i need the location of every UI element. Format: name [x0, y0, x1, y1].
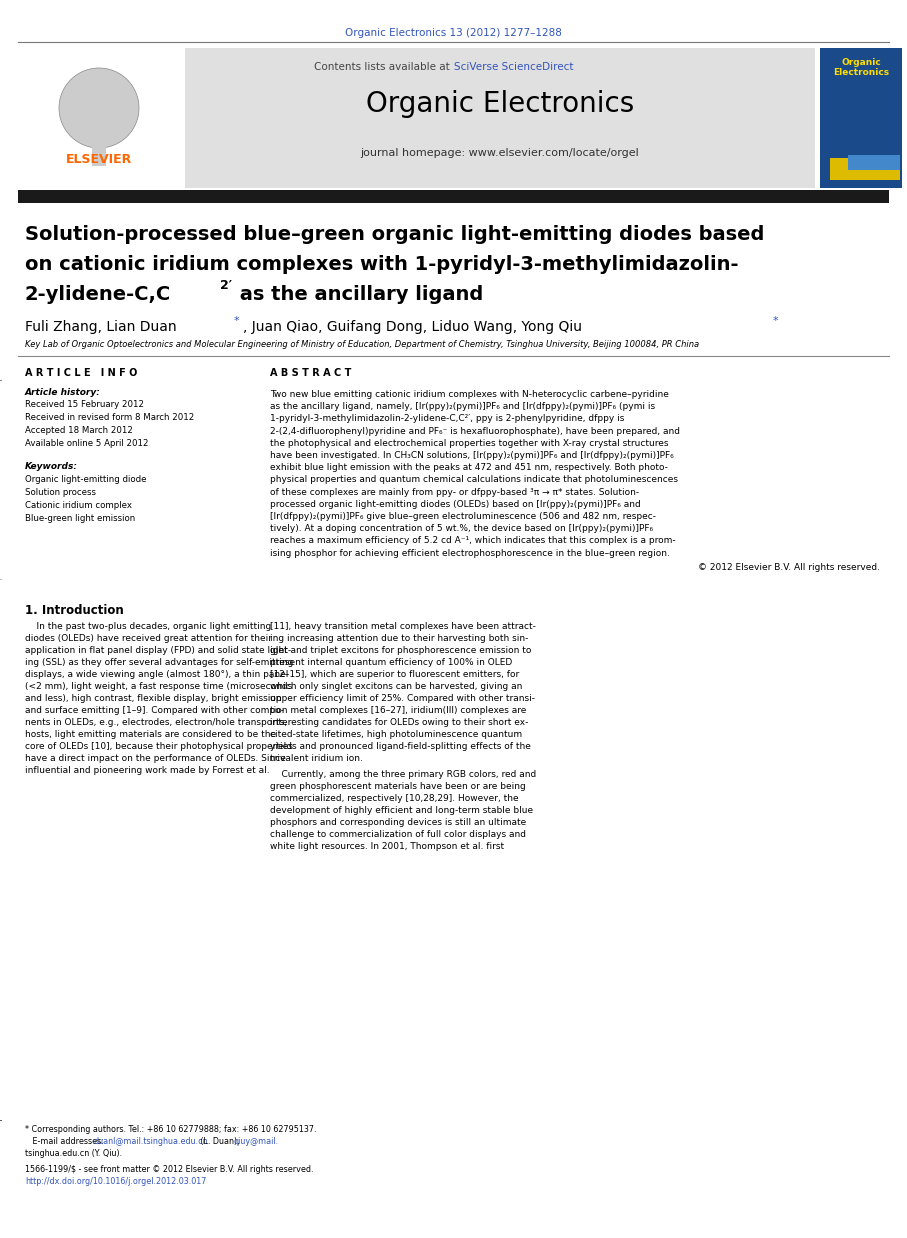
Text: and less), high contrast, flexible display, bright emission: and less), high contrast, flexible displ… — [25, 693, 282, 703]
Bar — [820, 48, 902, 188]
Text: (L. Duan),: (L. Duan), — [198, 1136, 242, 1146]
Text: Electronics: Electronics — [833, 68, 889, 77]
Bar — [18, 48, 180, 188]
Text: 2′: 2′ — [220, 279, 232, 292]
Text: SciVerse ScienceDirect: SciVerse ScienceDirect — [454, 62, 573, 72]
Text: the photophysical and electrochemical properties together with X-ray crystal str: the photophysical and electrochemical pr… — [270, 438, 668, 448]
Text: Blue-green light emission: Blue-green light emission — [25, 514, 135, 522]
Text: ing (SSL) as they offer several advantages for self-emitting: ing (SSL) as they offer several advantag… — [25, 657, 293, 667]
Text: have been investigated. In CH₃CN solutions, [Ir(ppy)₂(pymi)]PF₆ and [Ir(dfppy)₂(: have been investigated. In CH₃CN solutio… — [270, 451, 674, 461]
Text: glet and triplet excitons for phosphorescence emission to: glet and triplet excitons for phosphores… — [270, 646, 532, 655]
Text: [Ir(dfppy)₂(pymi)]PF₆ give blue–green electroluminescence (506 and 482 nm, respe: [Ir(dfppy)₂(pymi)]PF₆ give blue–green el… — [270, 513, 656, 521]
Text: green phosphorescent materials have been or are being: green phosphorescent materials have been… — [270, 782, 526, 791]
Text: exhibit blue light emission with the peaks at 472 and 451 nm, respectively. Both: exhibit blue light emission with the pea… — [270, 463, 668, 472]
Ellipse shape — [59, 68, 139, 149]
Text: Contents lists available at: Contents lists available at — [315, 62, 454, 72]
Text: 1. Introduction: 1. Introduction — [25, 604, 123, 617]
Text: yields and pronounced ligand-field-splitting effects of the: yields and pronounced ligand-field-split… — [270, 742, 531, 750]
Bar — [92, 128, 106, 166]
Text: tion metal complexes [16–27], iridium(III) complexes are: tion metal complexes [16–27], iridium(II… — [270, 706, 526, 714]
Text: challenge to commercialization of full color displays and: challenge to commercialization of full c… — [270, 829, 526, 839]
Bar — [830, 158, 900, 180]
Text: (<2 mm), light weight, a fast response time (microseconds: (<2 mm), light weight, a fast response t… — [25, 682, 292, 691]
Text: Organic Electronics: Organic Electronics — [366, 90, 634, 118]
Text: processed organic light-emitting diodes (OLEDs) based on [Ir(ppy)₂(pymi)]PF₆ and: processed organic light-emitting diodes … — [270, 500, 640, 509]
Text: influential and pioneering work made by Forrest et al.: influential and pioneering work made by … — [25, 766, 269, 775]
Text: present internal quantum efficiency of 100% in OLED: present internal quantum efficiency of 1… — [270, 657, 512, 667]
Text: commercialized, respectively [10,28,29]. However, the: commercialized, respectively [10,28,29].… — [270, 794, 519, 802]
Text: *: * — [234, 316, 239, 326]
Text: [12–15], which are superior to fluorescent emitters, for: [12–15], which are superior to fluoresce… — [270, 670, 519, 678]
Text: Received in revised form 8 March 2012: Received in revised form 8 March 2012 — [25, 413, 194, 422]
Text: http://dx.doi.org/10.1016/j.orgel.2012.03.017: http://dx.doi.org/10.1016/j.orgel.2012.0… — [25, 1177, 207, 1186]
Text: which only singlet excitons can be harvested, giving an: which only singlet excitons can be harve… — [270, 682, 522, 691]
Text: of these complexes are mainly from ppy- or dfppy-based ³π → π* states. Solution-: of these complexes are mainly from ppy- … — [270, 488, 639, 496]
Text: 1-pyridyl-3-methylimidazolin-2-ylidene-C,C²′, ppy is 2-phenylpyridine, dfppy is: 1-pyridyl-3-methylimidazolin-2-ylidene-C… — [270, 415, 624, 423]
Text: A B S T R A C T: A B S T R A C T — [270, 368, 351, 378]
Text: ing increasing attention due to their harvesting both sin-: ing increasing attention due to their ha… — [270, 634, 529, 643]
Text: 2-ylidene-C,C: 2-ylidene-C,C — [25, 285, 171, 305]
Text: diodes (OLEDs) have received great attention for their: diodes (OLEDs) have received great atten… — [25, 634, 272, 643]
Text: tively). At a doping concentration of 5 wt.%, the device based on [Ir(ppy)₂(pymi: tively). At a doping concentration of 5 … — [270, 524, 653, 534]
Text: Available online 5 April 2012: Available online 5 April 2012 — [25, 439, 149, 448]
Text: Solution-processed blue–green organic light-emitting diodes based: Solution-processed blue–green organic li… — [25, 225, 765, 244]
Text: upper efficiency limit of 25%. Compared with other transi-: upper efficiency limit of 25%. Compared … — [270, 693, 535, 703]
Bar — [848, 155, 900, 170]
Text: Key Lab of Organic Optoelectronics and Molecular Engineering of Ministry of Educ: Key Lab of Organic Optoelectronics and M… — [25, 340, 699, 349]
Text: ELSEVIER: ELSEVIER — [66, 154, 132, 166]
Text: ising phosphor for achieving efficient electrophosphorescence in the blue–green : ising phosphor for achieving efficient e… — [270, 548, 670, 557]
Text: 1566-1199/$ - see front matter © 2012 Elsevier B.V. All rights reserved.: 1566-1199/$ - see front matter © 2012 El… — [25, 1165, 314, 1174]
Text: interesting candidates for OLEDs owing to their short ex-: interesting candidates for OLEDs owing t… — [270, 718, 529, 727]
Text: trivalent iridium ion.: trivalent iridium ion. — [270, 754, 363, 763]
Text: development of highly efficient and long-term stable blue: development of highly efficient and long… — [270, 806, 533, 815]
Text: as the ancillary ligand: as the ancillary ligand — [233, 285, 483, 305]
Text: In the past two-plus decades, organic light emitting: In the past two-plus decades, organic li… — [25, 621, 271, 631]
Text: Organic: Organic — [841, 58, 881, 67]
Text: E-mail addresses:: E-mail addresses: — [25, 1136, 106, 1146]
Text: as the ancillary ligand, namely, [Ir(ppy)₂(pymi)]PF₆ and [Ir(dfppy)₂(pymi)]PF₆ (: as the ancillary ligand, namely, [Ir(ppy… — [270, 402, 655, 411]
Text: core of OLEDs [10], because their photophysical properties: core of OLEDs [10], because their photop… — [25, 742, 293, 750]
Text: Fuli Zhang, Lian Duan: Fuli Zhang, Lian Duan — [25, 319, 177, 334]
Text: Accepted 18 March 2012: Accepted 18 March 2012 — [25, 426, 132, 435]
Text: Received 15 February 2012: Received 15 February 2012 — [25, 400, 144, 409]
Text: Cationic iridium complex: Cationic iridium complex — [25, 501, 132, 510]
Text: Organic Electronics 13 (2012) 1277–1288: Organic Electronics 13 (2012) 1277–1288 — [345, 28, 562, 38]
Text: white light resources. In 2001, Thompson et al. first: white light resources. In 2001, Thompson… — [270, 842, 504, 851]
Text: have a direct impact on the performance of OLEDs. Since: have a direct impact on the performance … — [25, 754, 286, 763]
Text: tsinghua.edu.cn (Y. Qiu).: tsinghua.edu.cn (Y. Qiu). — [25, 1149, 122, 1158]
Text: Keywords:: Keywords: — [25, 462, 78, 470]
Text: application in flat panel display (FPD) and solid state light-: application in flat panel display (FPD) … — [25, 646, 291, 655]
Text: hosts, light emitting materials are considered to be the: hosts, light emitting materials are cons… — [25, 729, 276, 739]
Text: physical properties and quantum chemical calculations indicate that photolumines: physical properties and quantum chemical… — [270, 475, 678, 484]
Text: cited-state lifetimes, high photoluminescence quantum: cited-state lifetimes, high photolumines… — [270, 729, 522, 739]
Bar — [18, 189, 889, 203]
Text: * Corresponding authors. Tel.: +86 10 62779888; fax: +86 10 62795137.: * Corresponding authors. Tel.: +86 10 62… — [25, 1125, 317, 1134]
Text: duanl@mail.tsinghua.edu.cn: duanl@mail.tsinghua.edu.cn — [93, 1136, 208, 1146]
Text: displays, a wide viewing angle (almost 180°), a thin panel: displays, a wide viewing angle (almost 1… — [25, 670, 288, 678]
Bar — [185, 48, 815, 188]
Text: Solution process: Solution process — [25, 488, 96, 496]
Text: , Juan Qiao, Guifang Dong, Liduo Wang, Yong Qiu: , Juan Qiao, Guifang Dong, Liduo Wang, Y… — [243, 319, 582, 334]
Text: Currently, among the three primary RGB colors, red and: Currently, among the three primary RGB c… — [270, 770, 536, 779]
Text: Article history:: Article history: — [25, 387, 101, 397]
Text: journal homepage: www.elsevier.com/locate/orgel: journal homepage: www.elsevier.com/locat… — [361, 149, 639, 158]
Text: qiuy@mail.: qiuy@mail. — [233, 1136, 278, 1146]
Text: 2-(2,4-difluorophenyl)pyridine and PF₆⁻ is hexafluorophosphate), have been prepa: 2-(2,4-difluorophenyl)pyridine and PF₆⁻ … — [270, 427, 680, 436]
Text: phosphors and corresponding devices is still an ultimate: phosphors and corresponding devices is s… — [270, 818, 526, 827]
Text: Two new blue emitting cationic iridium complexes with N-heterocyclic carbene–pyr: Two new blue emitting cationic iridium c… — [270, 390, 668, 399]
Text: [11], heavy transition metal complexes have been attract-: [11], heavy transition metal complexes h… — [270, 621, 536, 631]
Text: *: * — [773, 316, 778, 326]
Text: reaches a maximum efficiency of 5.2 cd A⁻¹, which indicates that this complex is: reaches a maximum efficiency of 5.2 cd A… — [270, 536, 676, 546]
Text: Organic light-emitting diode: Organic light-emitting diode — [25, 475, 147, 484]
Text: and surface emitting [1–9]. Compared with other compo-: and surface emitting [1–9]. Compared wit… — [25, 706, 284, 714]
Text: on cationic iridium complexes with 1-pyridyl-3-methylimidazolin-: on cationic iridium complexes with 1-pyr… — [25, 255, 738, 274]
Text: © 2012 Elsevier B.V. All rights reserved.: © 2012 Elsevier B.V. All rights reserved… — [698, 563, 880, 572]
Text: nents in OLEDs, e.g., electrodes, electron/hole transports,: nents in OLEDs, e.g., electrodes, electr… — [25, 718, 287, 727]
Text: A R T I C L E   I N F O: A R T I C L E I N F O — [25, 368, 137, 378]
